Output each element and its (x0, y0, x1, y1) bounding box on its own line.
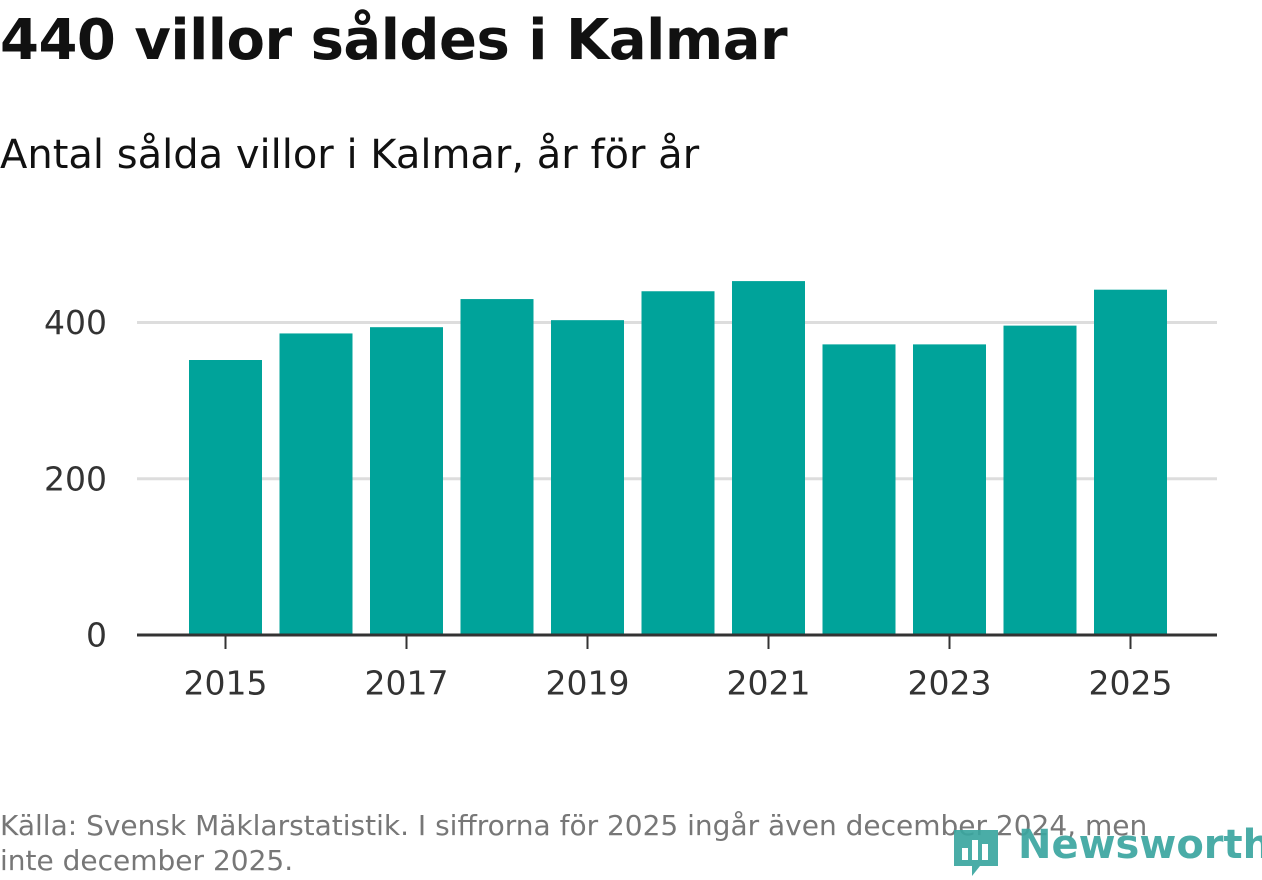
y-tick-label-400: 400 (44, 303, 107, 342)
bar-2020 (641, 291, 715, 635)
y-tick-label-0: 0 (86, 616, 107, 655)
bar-chart-logo-icon (954, 830, 998, 876)
bar-2018 (460, 299, 534, 635)
x-tick-label-2015: 2015 (184, 664, 268, 703)
brand-name: Newsworthy (1018, 822, 1262, 868)
x-tick-label-2019: 2019 (546, 664, 630, 703)
bar-2015 (189, 360, 262, 635)
chart-subtitle: Antal sålda villor i Kalmar, år för år (0, 132, 700, 178)
x-tick-label-2021: 2021 (727, 664, 811, 703)
bars (189, 281, 1167, 635)
x-tick-label-2023: 2023 (908, 664, 992, 703)
bar-2025 (1094, 289, 1167, 635)
bar-2021 (732, 281, 805, 635)
bar-2016 (279, 333, 353, 635)
x-tick-label-2025: 2025 (1089, 664, 1173, 703)
axes: 0 200 400 2015 2017 2019 2021 2023 2025 (44, 303, 1217, 703)
bar-2017 (370, 327, 443, 635)
y-tick-label-200: 200 (44, 459, 107, 498)
newsworthy-logo: Newsworthy (950, 820, 1262, 880)
x-tick-label-2017: 2017 (365, 664, 449, 703)
chart-title: 440 villor såldes i Kalmar (0, 8, 788, 73)
bar-2023 (913, 344, 986, 635)
bar-2019 (551, 320, 624, 635)
bar-2024 (1003, 325, 1077, 635)
bar-2022 (822, 344, 896, 635)
